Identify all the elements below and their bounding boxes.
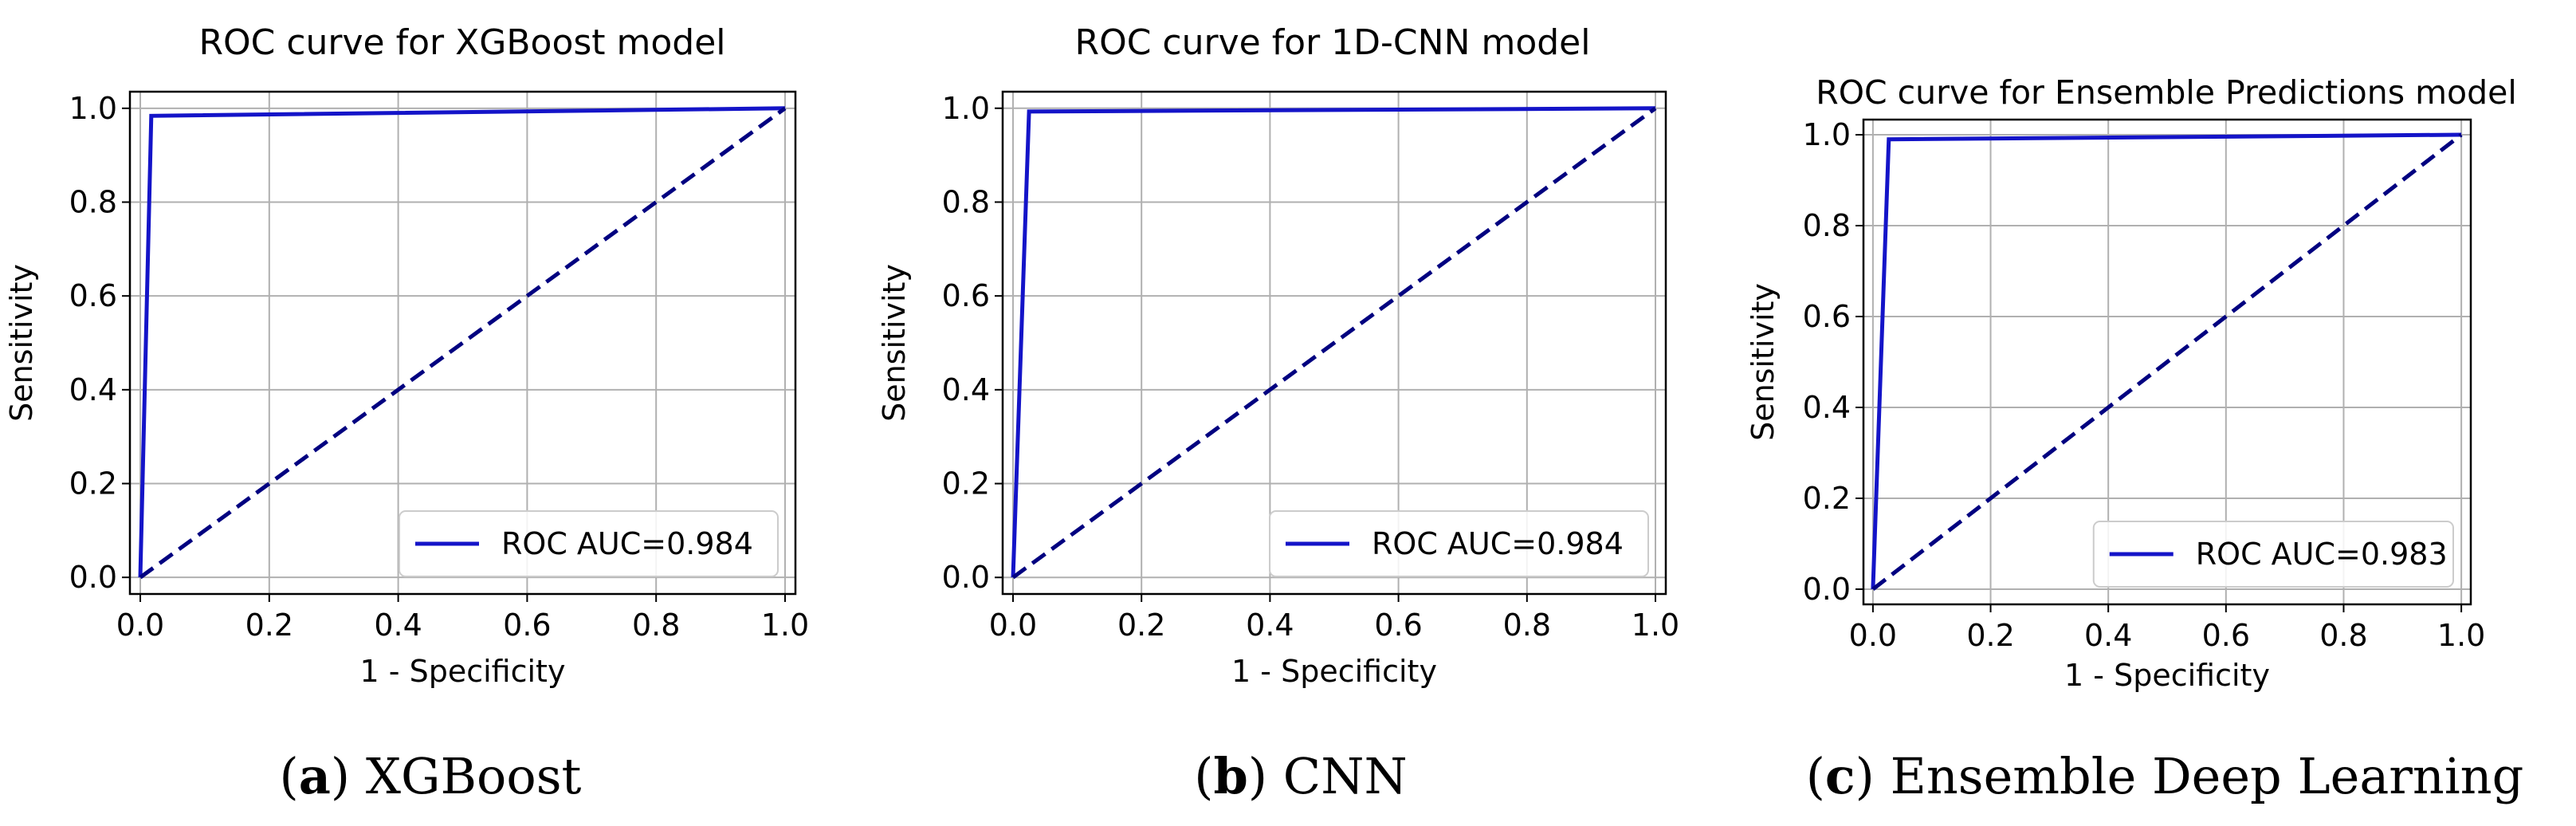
y-tick-label: 1.0 (69, 91, 117, 126)
y-tick-label: 0.4 (942, 372, 990, 407)
axes-frame (128, 90, 797, 596)
legend-label: ROC AUC=0.983 (2196, 537, 2448, 572)
x-axis-label: 1 - Specificity (360, 654, 566, 689)
subfigure-caption: (b) CNN (1194, 747, 1407, 805)
y-tick-label: 0.8 (942, 184, 990, 219)
x-tick-label: 0.4 (374, 608, 422, 643)
chart-2: ROC curve for Ensemble Predictions model… (1745, 73, 2523, 805)
legend-label: ROC AUC=0.984 (501, 526, 753, 561)
axes-frame (1001, 90, 1667, 596)
y-tick-label: 0.4 (69, 372, 117, 407)
x-tick-label: 0.2 (245, 608, 293, 643)
subfigure-caption: (c) Ensemble Deep Learning (1806, 747, 2524, 805)
x-tick-label: 0.0 (116, 608, 164, 643)
y-tick-label: 0.6 (1803, 299, 1851, 334)
y-tick-label: 1.0 (942, 91, 990, 126)
x-tick-label: 0.8 (2319, 618, 2367, 653)
chart-title: ROC curve for Ensemble Predictions model (1816, 73, 2517, 112)
caption-letter: a (299, 747, 331, 805)
chance-diagonal-line (139, 106, 787, 580)
y-tick-label: 0.0 (69, 560, 117, 595)
y-tick-label: 0.8 (69, 185, 117, 220)
y-tick-label: 0.4 (1803, 390, 1851, 425)
x-tick-label: 0.4 (1246, 608, 1294, 643)
roc-curve-line (138, 106, 786, 578)
y-tick-label: 1.0 (1803, 117, 1851, 152)
legend-label: ROC AUC=0.984 (1372, 526, 1624, 561)
x-tick-label: 1.0 (1632, 608, 1679, 643)
y-tick-label: 0.6 (69, 278, 117, 313)
x-tick-label: 0.8 (1503, 608, 1551, 643)
y-axis-label: Sensitivity (1745, 283, 1781, 441)
axes-frame (1862, 118, 2472, 606)
x-tick-label: 1.0 (761, 608, 809, 643)
chart-0: ROC curve for XGBoost model 0.0 0.2 0.4 0.6 0… (4, 22, 809, 805)
caption-letter: b (1213, 747, 1247, 805)
legend: ROC AUC=0.984 (1269, 510, 1649, 577)
x-tick-label: 0.0 (989, 608, 1037, 643)
y-tick-label: 0.0 (942, 560, 990, 595)
caption-text: Ensemble Deep Learning (1891, 747, 2524, 805)
y-tick-label: 0.2 (1803, 481, 1851, 516)
y-tick-label: 0.8 (1803, 208, 1851, 243)
y-tick-label: 0.2 (69, 466, 117, 501)
x-tick-label: 0.4 (2084, 618, 2132, 653)
caption-letter: c (1825, 747, 1855, 805)
subfigure-caption: (a) XGBoost (280, 747, 582, 805)
legend: ROC AUC=0.983 (2092, 521, 2454, 588)
legend-box (2092, 521, 2454, 588)
x-tick-label: 0.2 (1966, 618, 2014, 653)
caption-text: CNN (1283, 747, 1408, 805)
y-tick-label: 0.6 (942, 278, 990, 313)
y-axis-label: Sensitivity (877, 264, 912, 422)
x-tick-label: 0.6 (503, 608, 551, 643)
chart-title: ROC curve for 1D-CNN model (1075, 22, 1591, 63)
x-axis-label: 1 - Specificity (1231, 654, 1437, 689)
chance-diagonal-line (1011, 106, 1657, 580)
x-tick-label: 0.8 (632, 608, 680, 643)
chance-diagonal-line (1871, 133, 2463, 591)
chart-1: ROC curve for 1D-CNN model 0.0 0.2 0.4 0.6 0.… (877, 22, 1679, 805)
chart-title: ROC curve for XGBoost model (198, 22, 725, 63)
x-tick-label: 1.0 (2437, 618, 2485, 653)
y-tick-label: 0.0 (1803, 572, 1851, 607)
legend-box (399, 510, 779, 577)
roc-curve-line (1011, 106, 1656, 578)
x-axis-label: 1 - Specificity (2064, 658, 2270, 693)
x-tick-label: 0.2 (1117, 608, 1165, 643)
roc-curve-line (1871, 132, 2462, 590)
legend: ROC AUC=0.984 (399, 510, 779, 577)
caption-text: XGBoost (366, 747, 582, 805)
x-tick-label: 0.6 (2202, 618, 2250, 653)
x-tick-label: 0.6 (1374, 608, 1422, 643)
x-tick-label: 0.0 (1849, 618, 1897, 653)
legend-box (1269, 510, 1649, 577)
y-tick-label: 0.2 (942, 466, 990, 502)
y-axis-label: Sensitivity (4, 264, 39, 422)
